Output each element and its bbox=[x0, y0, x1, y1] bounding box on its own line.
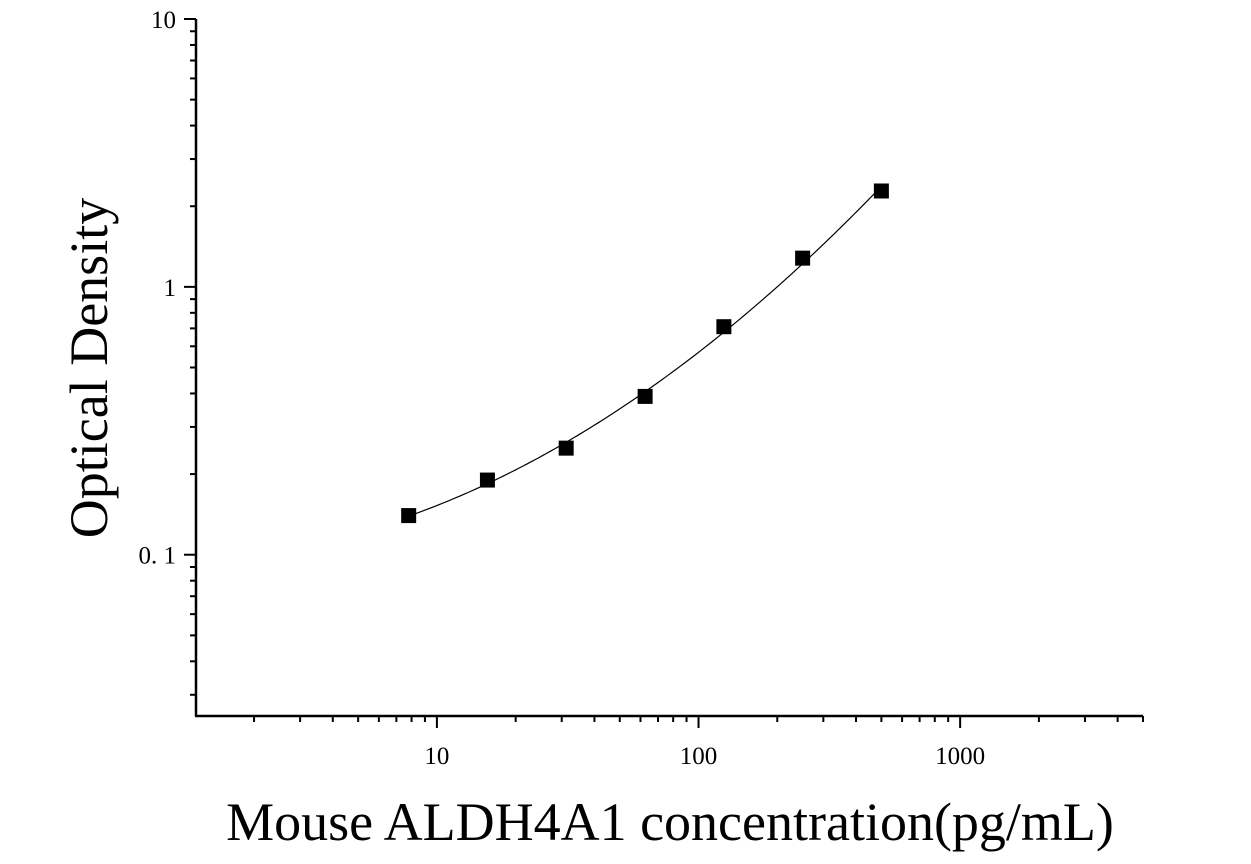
x-axis-title: Mouse ALDH4A1 concentration(pg/mL) bbox=[226, 792, 1114, 852]
y-axis-major-ticks bbox=[184, 18, 196, 556]
x-axis-tick-labels: 10 100 1000 bbox=[424, 743, 985, 770]
data-points bbox=[401, 183, 889, 524]
data-point-marker bbox=[873, 183, 889, 199]
x-tick-label: 10 bbox=[424, 743, 449, 770]
y-axis-title: Optical Density bbox=[59, 198, 119, 538]
data-point-marker bbox=[637, 388, 653, 404]
data-point-marker bbox=[716, 319, 732, 335]
y-tick-label: 10 bbox=[151, 7, 176, 34]
x-tick-label: 1000 bbox=[935, 743, 985, 770]
x-axis-minor-ticks bbox=[253, 716, 1144, 722]
x-axis-major-ticks bbox=[435, 716, 962, 728]
fit-curve-line bbox=[408, 185, 882, 517]
y-tick-label: 0. 1 bbox=[139, 543, 177, 570]
y-axis-tick-labels: 0. 1 1 10 bbox=[139, 7, 177, 570]
data-point-marker bbox=[401, 508, 417, 524]
data-point-marker bbox=[795, 250, 811, 266]
data-point-marker bbox=[479, 472, 495, 488]
data-point-marker bbox=[558, 440, 574, 456]
x-tick-label: 100 bbox=[680, 743, 718, 770]
y-tick-label: 1 bbox=[164, 275, 177, 302]
